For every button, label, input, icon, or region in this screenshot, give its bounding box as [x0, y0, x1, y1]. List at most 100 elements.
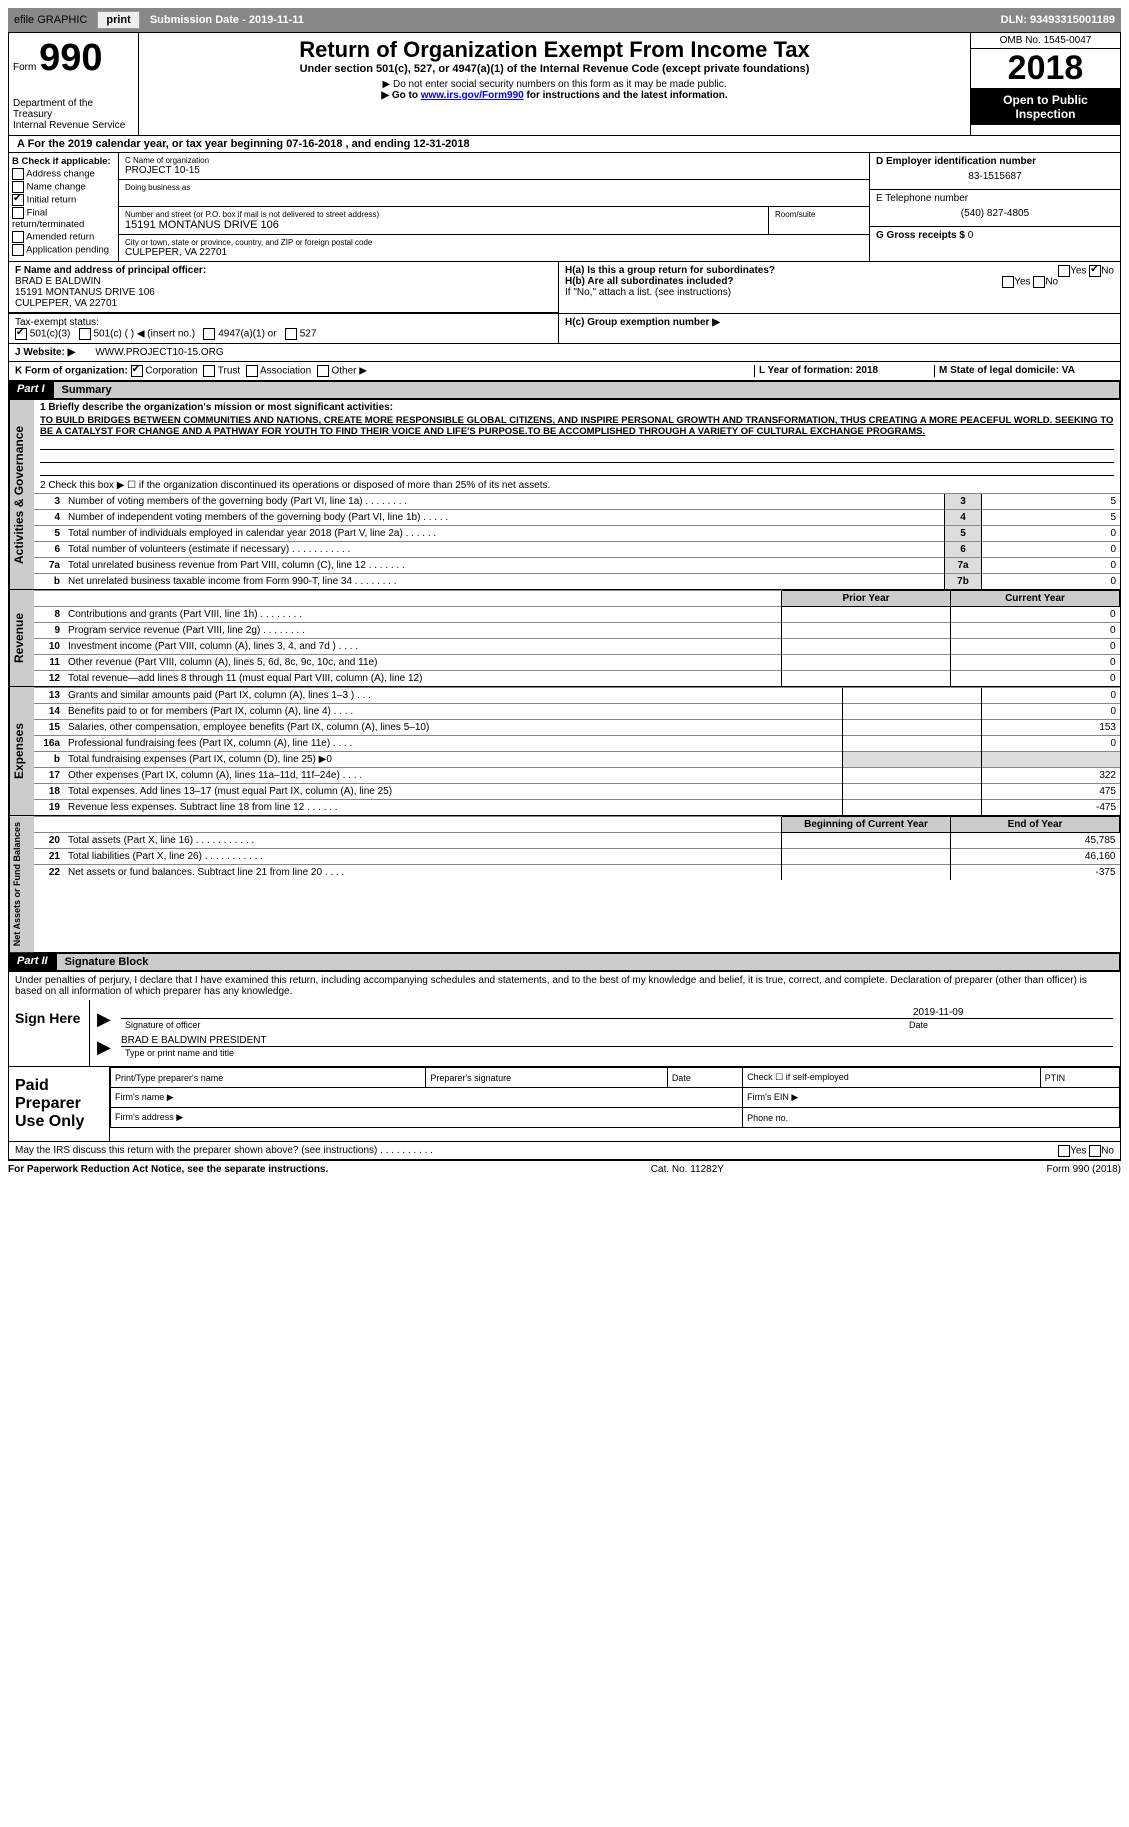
org-name-label: C Name of organization — [125, 156, 863, 165]
state-domicile: M State of legal domicile: VA — [934, 365, 1114, 377]
room-label: Room/suite — [769, 207, 869, 234]
vtab-revenue: Revenue — [9, 590, 34, 686]
tax-status-label: Tax-exempt status: — [15, 317, 99, 328]
hc-label: H(c) Group exemption number ▶ — [565, 317, 720, 328]
sig-date-label: Date — [905, 1018, 1113, 1031]
sig-name: BRAD E BALDWIN PRESIDENT — [121, 1035, 1113, 1046]
pra-notice: For Paperwork Reduction Act Notice, see … — [8, 1164, 328, 1175]
mission-text: TO BUILD BRIDGES BETWEEN COMMUNITIES AND… — [34, 415, 1120, 437]
preparer-block: Paid Preparer Use Only Print/Type prepar… — [8, 1067, 1121, 1142]
sig-arrow2-icon: ▶ — [97, 1037, 111, 1057]
website-label: J Website: ▶ — [15, 347, 75, 358]
year-formation: L Year of formation: 2018 — [754, 365, 934, 377]
efile-label: efile GRAPHIC — [14, 14, 87, 26]
cat-no: Cat. No. 11282Y — [651, 1164, 724, 1175]
irs-link[interactable]: www.irs.gov/Form990 — [421, 90, 524, 101]
part1-title: Summary — [53, 381, 1120, 399]
dba-label: Doing business as — [125, 183, 863, 192]
boxb-item[interactable]: Final return/terminated — [12, 207, 115, 230]
vtab-netassets: Net Assets or Fund Balances — [9, 816, 34, 952]
perjury-text: Under penalties of perjury, I declare th… — [9, 972, 1120, 1000]
vtab-governance: Activities & Governance — [9, 400, 34, 589]
part2-title: Signature Block — [56, 953, 1120, 971]
chk-other[interactable] — [317, 365, 329, 377]
expenses-table: 13Grants and similar amounts paid (Part … — [34, 687, 1120, 815]
vtab-expenses: Expenses — [9, 687, 34, 815]
form-header: Form 990 Department of the Treasury Inte… — [8, 32, 1121, 136]
firm-addr: Firm's address ▶ — [111, 1108, 743, 1128]
officer-label: F Name and address of principal officer: — [15, 265, 552, 276]
website-value: WWW.PROJECT10-15.ORG — [95, 347, 223, 358]
boxb-item[interactable]: Address change — [12, 168, 115, 180]
part1-num: Part I — [9, 381, 53, 399]
netassets-table: Beginning of Current YearEnd of Year20To… — [34, 816, 1120, 880]
revenue-table: Prior YearCurrent Year8Contributions and… — [34, 590, 1120, 686]
firm-ein: Firm's EIN ▶ — [743, 1088, 1120, 1108]
phone-label: E Telephone number — [876, 193, 1114, 204]
city: CULPEPER, VA 22701 — [125, 247, 863, 258]
discuss-no[interactable] — [1089, 1145, 1101, 1157]
part2-num: Part II — [9, 953, 56, 971]
form-label: Form — [13, 62, 36, 73]
discuss-row: May the IRS discuss this return with the… — [8, 1142, 1121, 1160]
firm-name: Firm's name ▶ — [111, 1088, 743, 1108]
boxb-item[interactable]: Initial return — [12, 194, 115, 206]
boxb-item[interactable]: Name change — [12, 181, 115, 193]
ein-value: 83-1515687 — [876, 167, 1114, 186]
chk-corp[interactable] — [131, 365, 143, 377]
discuss-yes[interactable] — [1058, 1145, 1070, 1157]
chk-assoc[interactable] — [246, 365, 258, 377]
activities-governance-section: Activities & Governance 1 Briefly descri… — [8, 400, 1121, 590]
boxb-item[interactable]: Amended return — [12, 231, 115, 243]
sig-date: 2019-11-09 — [913, 1007, 1113, 1018]
form-subtitle-1: Under section 501(c), 527, or 4947(a)(1)… — [143, 63, 966, 75]
website-row: J Website: ▶ WWW.PROJECT10-15.ORG — [8, 344, 1121, 362]
revenue-section: Revenue Prior YearCurrent Year8Contribut… — [8, 590, 1121, 687]
ha-label: H(a) Is this a group return for subordin… — [565, 265, 775, 276]
goto-post: for instructions and the latest informat… — [527, 90, 728, 101]
firm-phone: Phone no. — [743, 1108, 1120, 1128]
gross-value: 0 — [968, 230, 974, 241]
formorg-label: K Form of organization: — [15, 366, 128, 377]
chk-501c3[interactable] — [15, 328, 27, 340]
officer-addr1: 15191 MONTANUS DRIVE 106 — [15, 287, 552, 298]
tax-status-row: Tax-exempt status: 501(c)(3) 501(c) ( ) … — [8, 314, 1121, 344]
hb-label: H(b) Are all subordinates included? — [565, 276, 734, 287]
phone-value: (540) 827-4805 — [876, 204, 1114, 223]
form-subtitle-2: ▶ Do not enter social security numbers o… — [143, 79, 966, 90]
chk-4947[interactable] — [203, 328, 215, 340]
city-label: City or town, state or province, country… — [125, 238, 863, 247]
form-ref: Form 990 (2018) — [1047, 1164, 1121, 1175]
print-button[interactable]: print — [97, 11, 139, 29]
discuss-text: May the IRS discuss this return with the… — [15, 1145, 433, 1156]
header-info-grid: B Check if applicable: Address change Na… — [8, 153, 1121, 262]
sign-here-label: Sign Here — [9, 1000, 89, 1066]
submission-date: Submission Date - 2019-11-11 — [150, 14, 304, 26]
org-name: PROJECT 10-15 — [125, 165, 863, 176]
boxb-item[interactable]: Application pending — [12, 244, 115, 256]
form-number: 990 — [39, 37, 102, 79]
mission-label: 1 Briefly describe the organization's mi… — [34, 400, 1120, 415]
street-label: Number and street (or P.O. box if mail i… — [125, 210, 762, 219]
dept-treasury: Department of the Treasury Internal Reve… — [13, 98, 134, 131]
netassets-section: Net Assets or Fund Balances Beginning of… — [8, 816, 1121, 953]
form-title: Return of Organization Exempt From Incom… — [143, 37, 966, 63]
hb-note: If "No," attach a list. (see instruction… — [565, 287, 1114, 298]
tax-year: 2018 — [971, 49, 1120, 89]
top-bar: efile GRAPHIC print Submission Date - 20… — [8, 8, 1121, 32]
box-b-label: B Check if applicable: — [12, 156, 115, 167]
chk-501c[interactable] — [79, 328, 91, 340]
box-b: B Check if applicable: Address change Na… — [9, 153, 119, 261]
chk-527[interactable] — [285, 328, 297, 340]
signature-block: Under penalties of perjury, I declare th… — [8, 972, 1121, 1067]
governance-table: 3Number of voting members of the governi… — [34, 493, 1120, 589]
line2: 2 Check this box ▶ ☐ if the organization… — [34, 478, 1120, 493]
chk-trust[interactable] — [203, 365, 215, 377]
period-row: A For the 2019 calendar year, or tax yea… — [8, 136, 1121, 153]
street: 15191 MONTANUS DRIVE 106 — [125, 219, 762, 231]
sig-name-label: Type or print name and title — [121, 1046, 1113, 1059]
goto-pre: ▶ Go to — [381, 90, 420, 101]
open-to-public: Open to Public Inspection — [971, 89, 1120, 125]
expenses-section: Expenses 13Grants and similar amounts pa… — [8, 687, 1121, 816]
gross-label: G Gross receipts $ — [876, 230, 965, 241]
